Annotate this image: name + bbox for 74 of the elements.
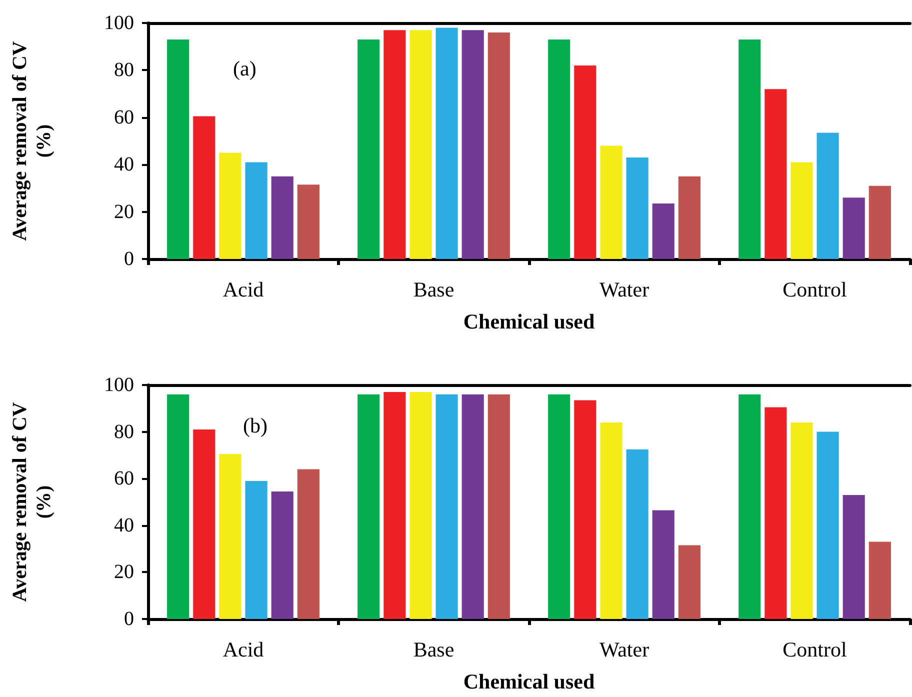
bar	[488, 32, 510, 259]
x-tick-label: Acid	[222, 638, 264, 662]
y-tick-label: 0	[124, 248, 134, 270]
bar	[297, 184, 320, 259]
x-axis-title: Chemical used	[463, 670, 595, 694]
bar	[488, 394, 510, 619]
bar	[764, 407, 787, 619]
bar	[271, 176, 294, 259]
y-tick-label: 60	[114, 468, 134, 490]
bar	[652, 510, 674, 619]
x-tick-label: Base	[413, 278, 454, 302]
bar	[167, 40, 190, 259]
y-tick-label: 40	[114, 514, 134, 536]
bar	[436, 28, 458, 259]
y-tick-label: 40	[114, 154, 134, 176]
bar	[245, 480, 268, 619]
x-tick-label: Acid	[222, 278, 264, 302]
bar	[652, 204, 674, 259]
bar	[600, 146, 622, 259]
x-tick-label: Water	[599, 278, 650, 302]
y-tick-label: 0	[124, 608, 134, 630]
bar	[436, 394, 458, 619]
bar	[245, 162, 268, 259]
x-axis-title: Chemical used	[463, 310, 595, 334]
y-axis-title: Average removal of CV (%)	[9, 40, 55, 241]
bar	[816, 432, 839, 619]
bar	[548, 40, 570, 259]
bar	[738, 40, 761, 259]
bar	[193, 429, 216, 619]
bar	[271, 491, 294, 619]
bar	[790, 162, 813, 259]
bar	[384, 392, 406, 619]
x-tick-label: Base	[413, 638, 454, 662]
y-tick-label: 100	[104, 374, 134, 396]
bar	[410, 30, 432, 259]
annotation: (a)	[233, 56, 256, 80]
bar	[358, 394, 380, 619]
y-tick-label: 80	[114, 59, 134, 82]
y-tick-label: 60	[114, 106, 134, 128]
bar	[574, 400, 596, 619]
y-tick-label: 20	[114, 200, 134, 223]
x-tick-label: Control	[782, 638, 847, 662]
bar	[297, 469, 320, 619]
bar	[574, 65, 596, 259]
y-tick-label: 100	[104, 12, 134, 34]
bar	[842, 494, 865, 619]
x-tick-label: Control	[782, 278, 847, 302]
bar	[678, 545, 700, 619]
y-tick-label: 20	[114, 561, 134, 584]
bar	[868, 186, 891, 259]
bar	[868, 542, 891, 619]
bar	[219, 152, 242, 259]
bar	[816, 132, 839, 259]
bar	[462, 30, 484, 259]
bar	[678, 176, 700, 259]
bar	[410, 392, 432, 619]
bar	[626, 158, 648, 259]
bar	[790, 422, 813, 619]
bar	[384, 30, 406, 259]
bar	[764, 89, 787, 259]
x-tick-label: Water	[599, 638, 650, 662]
bar	[462, 394, 484, 619]
bar	[358, 40, 380, 259]
bar	[548, 394, 570, 619]
bar	[600, 422, 622, 619]
bar	[219, 454, 242, 619]
bar	[738, 394, 761, 619]
y-tick-label: 80	[114, 420, 134, 443]
bar	[167, 394, 190, 619]
bar	[626, 449, 648, 619]
annotation: (b)	[243, 414, 268, 438]
y-axis-title: Average removal of CV (%)	[9, 402, 55, 602]
bar	[193, 116, 216, 259]
bar	[842, 198, 865, 259]
